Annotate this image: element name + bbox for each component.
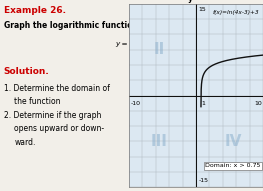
Text: III: III (151, 134, 168, 149)
Text: y = ln(4x − 3) + 3: y = ln(4x − 3) + 3 (115, 40, 181, 47)
Text: 1: 1 (202, 101, 206, 106)
Text: the function: the function (14, 97, 61, 106)
Text: Domain: x > 0.75: Domain: x > 0.75 (205, 163, 261, 168)
Text: ward.: ward. (14, 138, 36, 146)
Text: 15: 15 (198, 7, 206, 12)
Text: -10: -10 (130, 101, 140, 106)
Text: IV: IV (224, 134, 241, 149)
Text: opens upward or down-: opens upward or down- (14, 124, 104, 133)
Text: -15: -15 (198, 178, 208, 183)
Text: y: y (188, 0, 193, 3)
Text: 2. Determine if the graph: 2. Determine if the graph (4, 111, 101, 120)
Text: II: II (153, 42, 165, 57)
Text: 10: 10 (254, 101, 262, 106)
Text: Solution.: Solution. (4, 67, 50, 76)
Text: f(x)=ln(4x-3)+3: f(x)=ln(4x-3)+3 (213, 11, 259, 15)
Text: 1. Determine the domain of: 1. Determine the domain of (4, 84, 110, 93)
Text: Graph the logarithmic function.: Graph the logarithmic function. (4, 21, 141, 30)
Text: Example 26.: Example 26. (4, 6, 66, 15)
